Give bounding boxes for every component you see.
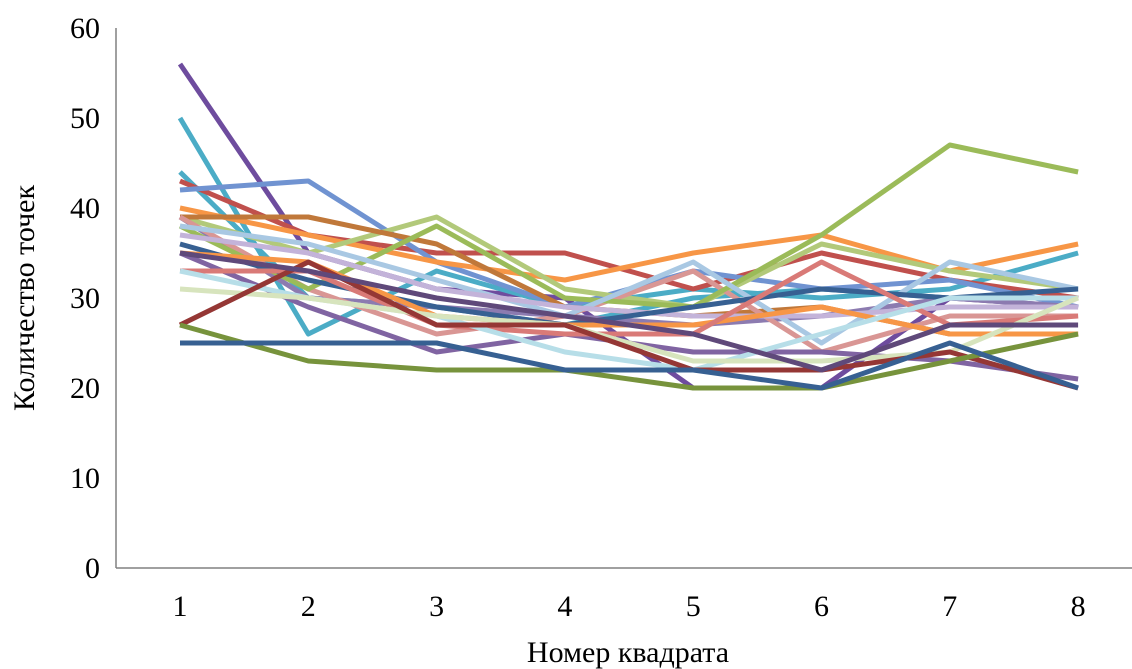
series-line-23	[179, 250, 1079, 373]
series-layer	[177, 62, 1080, 391]
series-line-21	[179, 322, 1079, 391]
series-line-17	[180, 259, 1079, 337]
y-tick-labels: 0 10 20 30 40 50 60	[70, 12, 100, 585]
y-tick-label: 50	[70, 102, 100, 135]
series-line-13	[179, 232, 1079, 319]
x-tick-label: 3	[429, 590, 444, 623]
y-tick-label: 0	[85, 552, 100, 585]
x-tick-label: 7	[942, 590, 957, 623]
x-tick-label: 2	[301, 590, 316, 623]
y-axis-title: Количество точек	[8, 185, 41, 412]
x-tick-labels: 1 2 3 4 5 6 7 8	[173, 590, 1086, 623]
x-tick-label: 6	[814, 590, 829, 623]
y-tick-label: 40	[70, 192, 100, 225]
y-tick-label: 60	[70, 12, 100, 45]
x-tick-label: 8	[1071, 590, 1086, 623]
x-axis-title: Номер квадрата	[527, 636, 729, 669]
axes-layer	[115, 28, 1132, 569]
x-tick-label: 4	[557, 590, 572, 623]
y-tick-label: 10	[70, 462, 100, 495]
series-line-1	[177, 62, 1079, 391]
series-line-12	[179, 223, 1079, 346]
x-tick-label: 5	[686, 590, 701, 623]
series-line-7	[179, 214, 1079, 310]
series-line-22	[180, 340, 1079, 391]
series-line-20	[178, 259, 1079, 391]
x-tick-label: 1	[173, 590, 188, 623]
y-tick-label: 30	[70, 282, 100, 315]
y-tick-label: 20	[70, 372, 100, 405]
series-line-14	[179, 241, 1079, 328]
series-line-10	[178, 214, 1079, 355]
